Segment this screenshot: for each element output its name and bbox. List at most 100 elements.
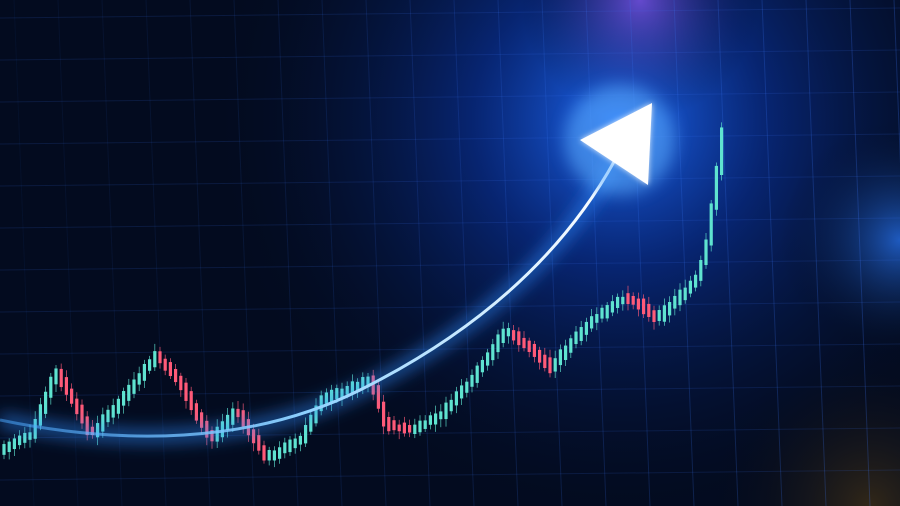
candle-body — [647, 303, 651, 317]
candle-body — [387, 417, 391, 432]
candle-body — [111, 405, 115, 418]
candle-body — [532, 343, 536, 357]
candle-body — [132, 379, 136, 394]
grid-line — [321, 0, 343, 506]
candle-body — [309, 414, 313, 432]
candle-body — [283, 442, 287, 454]
grid-line — [717, 0, 739, 506]
grid-line — [0, 133, 900, 145]
candle-body — [44, 391, 48, 414]
grid-line — [0, 91, 900, 103]
candle-body — [174, 368, 178, 383]
candle-body — [106, 409, 110, 423]
candle-body — [569, 338, 573, 353]
arrow-head — [580, 103, 652, 185]
candle-body — [688, 280, 692, 294]
candle-body — [85, 416, 89, 436]
candle-body — [272, 450, 276, 461]
grid-line — [629, 0, 651, 506]
grid-line — [0, 259, 900, 271]
candle-body — [449, 399, 453, 412]
candle-body — [709, 203, 713, 246]
candle-body — [200, 412, 204, 428]
candle-body — [454, 391, 458, 406]
candle-body — [470, 374, 474, 387]
candle-body — [605, 305, 609, 319]
candle-body — [590, 316, 594, 329]
candle-body — [2, 444, 6, 455]
candle-body — [408, 425, 412, 433]
candle-body — [460, 385, 464, 399]
grid-line — [453, 0, 475, 506]
grid-line — [893, 0, 900, 165]
candle-body — [70, 388, 74, 404]
candle-body — [610, 301, 614, 313]
grid-line — [0, 469, 900, 481]
grid-line — [101, 0, 123, 506]
candle-body — [668, 302, 672, 316]
candle-body — [579, 327, 583, 341]
candle-body — [376, 385, 380, 409]
candle-body — [662, 305, 666, 322]
grid-line — [0, 301, 900, 313]
candle-body — [382, 401, 386, 427]
candle-body — [12, 438, 16, 450]
candle-body — [564, 345, 568, 361]
candle-body — [621, 296, 625, 305]
candle-body — [236, 408, 240, 418]
arrow-trail — [0, 159, 617, 438]
candle-body — [28, 432, 32, 440]
candle-body — [699, 260, 703, 281]
candle-body — [413, 424, 417, 435]
candle-body — [465, 381, 469, 393]
candle-body — [636, 298, 640, 310]
candle-body — [714, 165, 718, 210]
grid-line — [145, 0, 167, 506]
candle-body — [38, 404, 42, 426]
candle-body — [257, 435, 261, 451]
candle-body — [153, 351, 157, 368]
candle-body — [18, 435, 22, 446]
candle-body — [402, 422, 406, 434]
candle-body — [304, 424, 308, 444]
candle-body — [678, 289, 682, 306]
candle-body — [434, 413, 438, 425]
grid-line — [57, 0, 79, 506]
candle-body — [683, 287, 687, 301]
candle-body — [486, 352, 490, 366]
candle-body — [184, 382, 188, 401]
candle-body — [163, 358, 167, 371]
candle-body — [418, 420, 422, 433]
candle-body — [7, 441, 11, 453]
candle-body — [168, 362, 172, 377]
candle-body — [600, 307, 604, 319]
grid-line — [497, 0, 519, 506]
candle-body — [626, 293, 630, 305]
candle-body — [491, 344, 495, 361]
candle-body — [49, 376, 53, 398]
candle-body — [127, 384, 131, 401]
candle-body — [252, 429, 256, 444]
candle-body — [496, 334, 500, 353]
grid-line — [0, 49, 900, 61]
candle-body — [657, 310, 661, 322]
candle-body — [59, 368, 63, 388]
candle-body — [148, 359, 152, 371]
candle-body — [652, 310, 656, 322]
grid-line — [585, 0, 607, 506]
candle-body — [267, 450, 271, 461]
candle-body — [80, 404, 84, 424]
candle-body — [75, 398, 79, 415]
candle-body — [631, 295, 635, 305]
candle-body — [543, 354, 547, 369]
candle-body — [444, 402, 448, 420]
candle-body — [527, 340, 531, 352]
candle-body — [584, 321, 588, 335]
candle-body — [616, 296, 620, 308]
candle-body — [704, 239, 708, 266]
grid-line — [0, 343, 900, 355]
candle-body — [158, 351, 162, 364]
